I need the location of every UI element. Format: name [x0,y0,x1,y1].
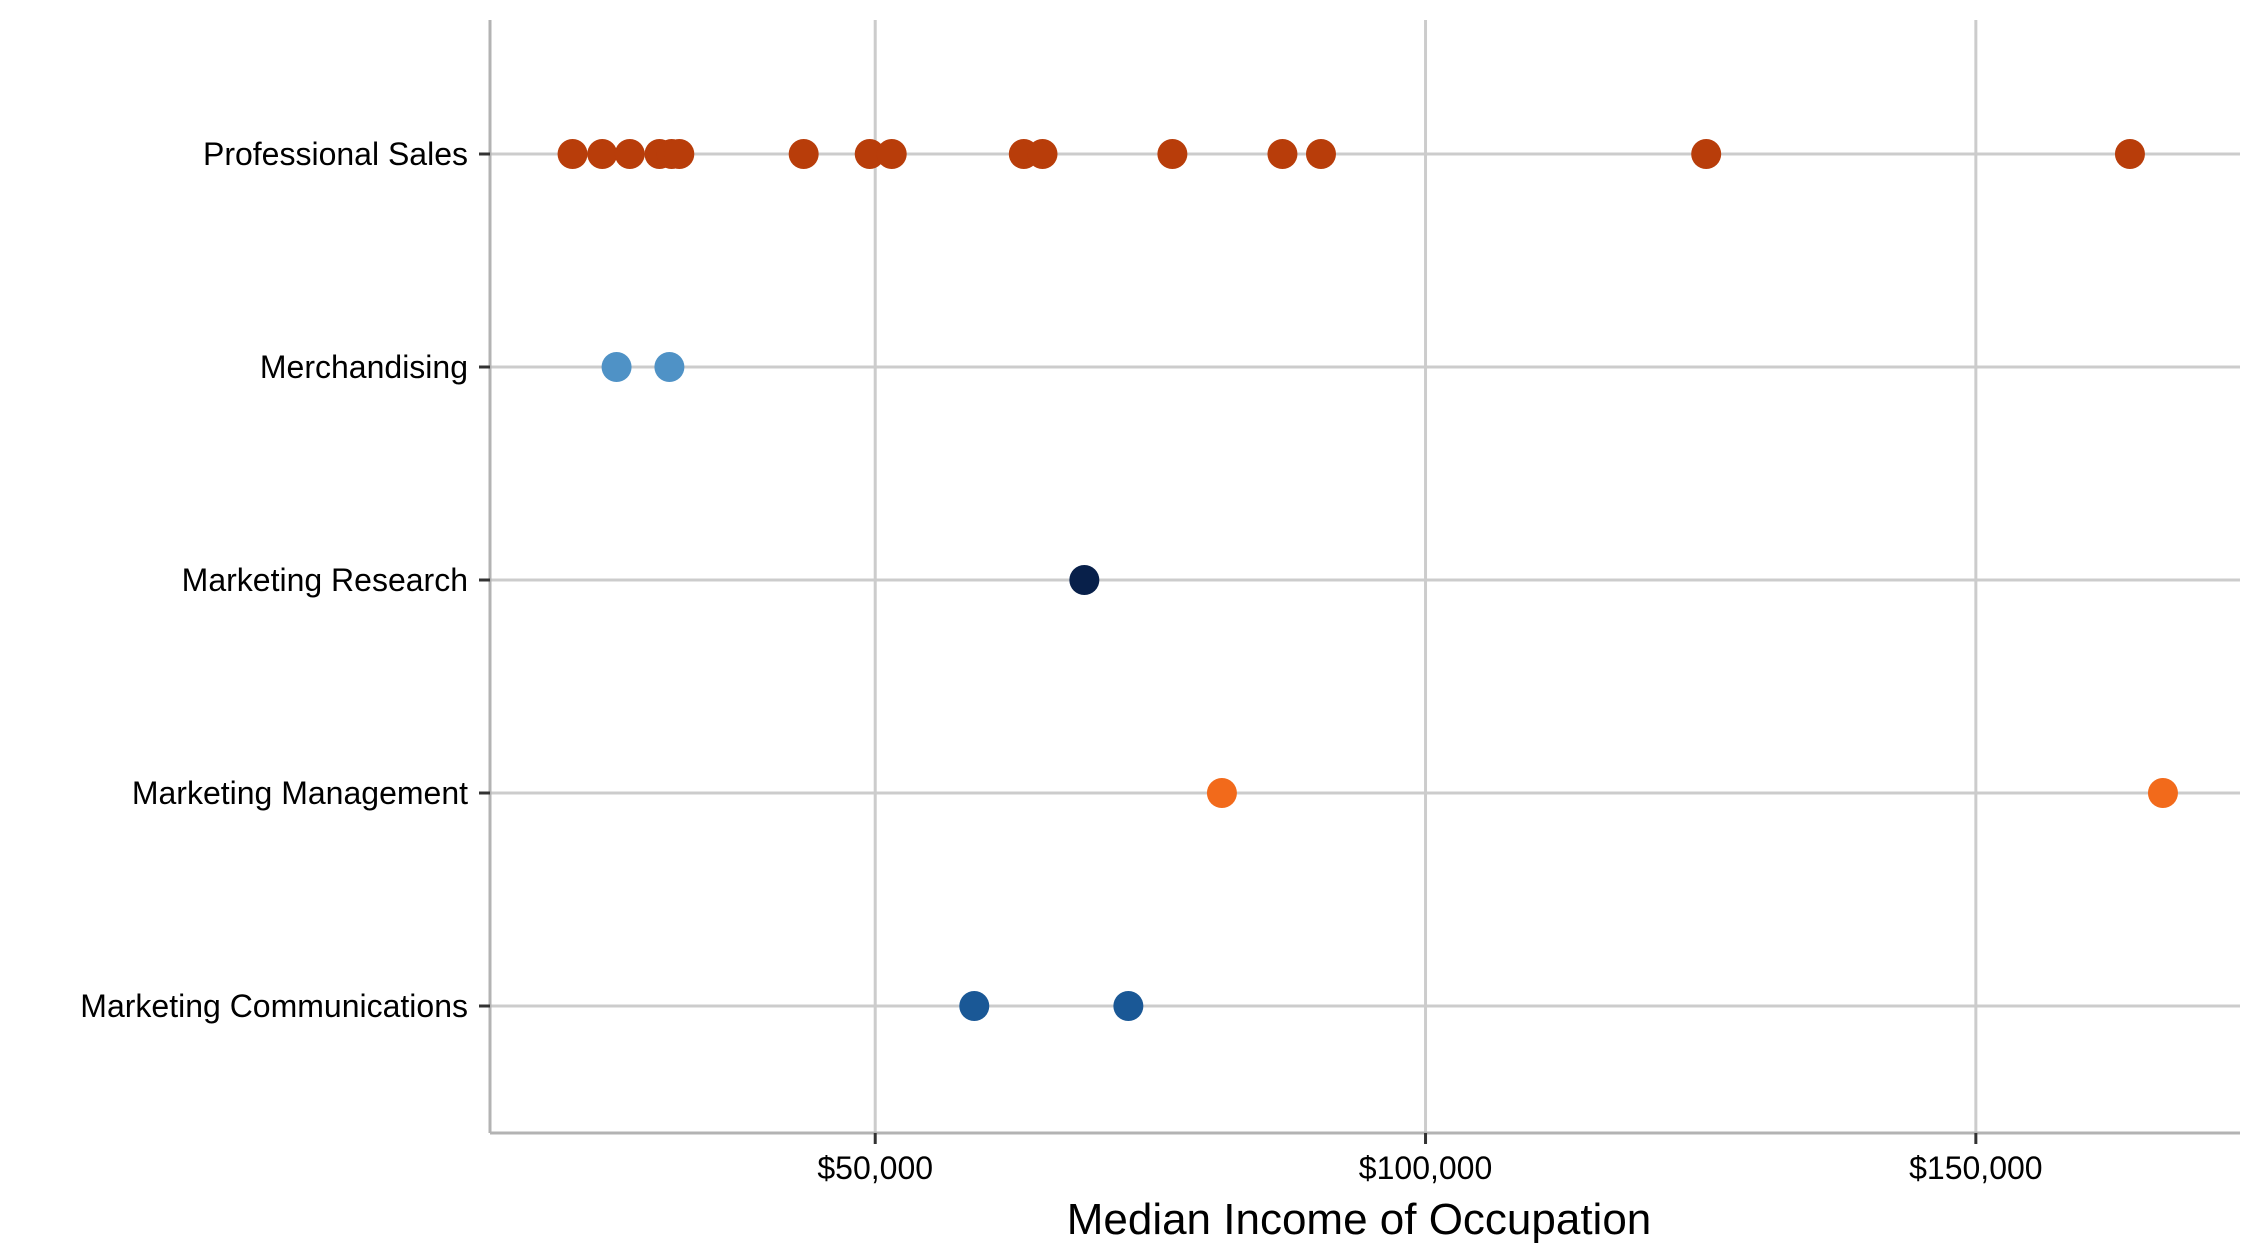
y-tick-label: Merchandising [260,349,468,385]
data-point [1069,565,1100,595]
data-point [1691,139,1722,169]
data-point [614,139,645,169]
data-point [854,139,885,169]
y-axis-ticks: Marketing Communications Marketing Manage… [80,136,490,1024]
y-tick-label: Marketing Research [182,562,468,598]
data-point [557,139,588,169]
x-tick-label: $100,000 [1359,1150,1492,1186]
data-point [876,139,907,169]
data-point [1027,139,1058,169]
data-point [959,991,990,1021]
data-point [1157,139,1188,169]
data-point [2114,139,2145,169]
data-points [557,139,2178,1021]
x-axis-ticks: $50,000 $100,000 $150,000 [817,1133,2043,1186]
y-tick-label: Marketing Management [132,775,468,811]
data-point [1113,991,1144,1021]
x-tick-label: $50,000 [817,1150,933,1186]
data-point [654,352,685,382]
x-axis-title: Median Income of Occupation [1067,1195,1652,1244]
data-point [1267,139,1298,169]
data-point [788,139,819,169]
data-point [2147,778,2178,808]
y-tick-label: Professional Sales [203,136,468,172]
vertical-grid-lines [873,20,1978,1133]
horizontal-grid-lines [490,152,2240,1008]
y-tick-label: Marketing Communications [80,988,468,1024]
data-point [601,352,632,382]
x-tick-label: $150,000 [1909,1150,2042,1186]
data-point [1206,778,1237,808]
data-point [664,139,695,169]
data-point [587,139,618,169]
axes [488,20,2240,1135]
data-point [1305,139,1336,169]
